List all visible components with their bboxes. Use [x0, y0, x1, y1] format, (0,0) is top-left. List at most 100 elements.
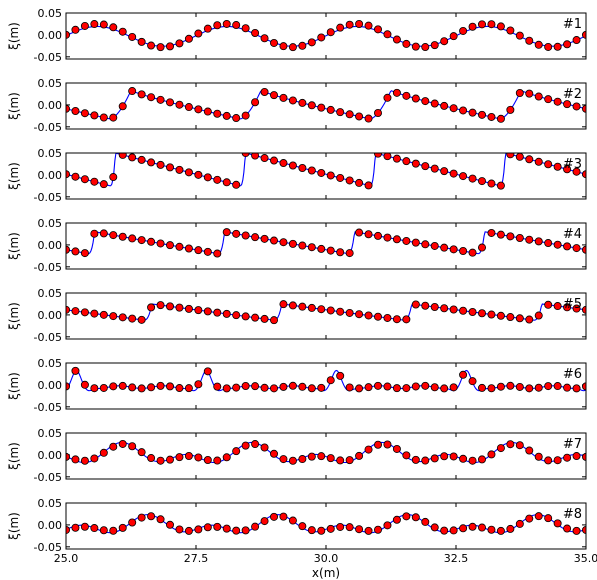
data-point	[392, 384, 401, 393]
data-point	[383, 153, 392, 161]
y-tick-label: -0.05	[34, 121, 62, 134]
data-point	[572, 452, 581, 461]
panel-label: #5	[563, 297, 582, 312]
y-tick-label: 0.00	[38, 379, 63, 392]
data-point	[326, 105, 335, 114]
panel-frame	[65, 292, 587, 340]
data-point	[336, 248, 345, 257]
data-point	[90, 229, 99, 238]
data-point	[80, 380, 89, 389]
data-point	[402, 236, 411, 245]
panel-5: -0.05 0.00 0.05 ξ(m) #5	[7, 287, 587, 344]
data-point	[411, 300, 420, 309]
data-point	[563, 303, 572, 312]
panel-frame	[65, 222, 587, 270]
data-point	[392, 35, 401, 44]
data-point	[440, 243, 449, 252]
y-tick-label: 0.05	[38, 357, 63, 370]
data-point	[402, 157, 411, 166]
data-point	[496, 382, 505, 391]
data-point	[156, 301, 165, 310]
data-point	[430, 523, 439, 532]
data-point	[411, 513, 420, 522]
data-point	[459, 26, 468, 35]
data-point	[175, 165, 184, 174]
data-point	[355, 228, 364, 237]
data-point	[213, 382, 222, 391]
data-point	[477, 523, 486, 532]
data-point	[496, 181, 505, 190]
data-point	[326, 171, 335, 180]
panel-label: #2	[563, 87, 582, 102]
data-point	[506, 232, 515, 241]
data-point	[307, 243, 316, 252]
data-point	[71, 25, 80, 34]
data-point	[99, 526, 108, 535]
data-point	[165, 42, 174, 51]
data-point	[373, 440, 382, 449]
data-point	[194, 525, 203, 534]
data-point	[184, 526, 193, 535]
data-point	[496, 444, 505, 453]
data-point	[109, 231, 118, 240]
data-point	[345, 456, 354, 465]
panel-label: #4	[563, 227, 582, 242]
data-point	[128, 383, 137, 392]
data-point	[213, 522, 222, 531]
y-axis-title: ξ(m)	[7, 512, 21, 540]
data-point	[317, 383, 326, 392]
data-point	[430, 241, 439, 250]
data-point	[553, 382, 562, 391]
data-point	[430, 41, 439, 50]
data-point	[213, 308, 222, 317]
data-point	[109, 382, 118, 391]
data-point	[355, 112, 364, 121]
data-point	[165, 520, 174, 529]
data-point	[288, 381, 297, 390]
data-point	[90, 524, 99, 533]
data-point	[260, 154, 269, 163]
data-point	[582, 104, 586, 113]
data-point	[440, 304, 449, 313]
data-point	[128, 87, 137, 96]
data-point	[326, 306, 335, 315]
data-point	[288, 239, 297, 248]
y-axis-title: ξ(m)	[7, 22, 21, 50]
data-point	[222, 19, 231, 28]
data-point	[241, 441, 250, 450]
data-point	[364, 230, 373, 239]
data-point	[288, 96, 297, 105]
data-point	[355, 310, 364, 319]
data-point	[203, 523, 212, 532]
data-point	[118, 27, 127, 36]
data-point	[156, 456, 165, 465]
data-point	[241, 312, 250, 321]
data-point	[279, 512, 288, 521]
data-point	[317, 305, 326, 314]
data-point	[269, 384, 278, 393]
data-point	[430, 454, 439, 463]
data-point	[194, 380, 203, 389]
data-point	[298, 455, 307, 464]
data-point	[298, 98, 307, 107]
data-point	[487, 450, 496, 459]
data-point	[269, 91, 278, 100]
data-point	[355, 451, 364, 460]
data-point	[80, 308, 89, 317]
data-point	[80, 249, 89, 258]
data-point	[222, 111, 231, 120]
data-point	[288, 456, 297, 465]
data-point	[553, 42, 562, 51]
data-point	[260, 517, 269, 526]
data-point	[147, 158, 156, 167]
data-point	[383, 313, 392, 322]
data-point	[477, 20, 486, 29]
data-point	[534, 92, 543, 101]
data-point	[459, 106, 468, 115]
data-point	[477, 455, 486, 464]
data-point	[128, 518, 137, 527]
data-point	[525, 514, 534, 523]
data-point	[563, 524, 572, 533]
data-point	[373, 231, 382, 240]
data-point	[90, 309, 99, 318]
